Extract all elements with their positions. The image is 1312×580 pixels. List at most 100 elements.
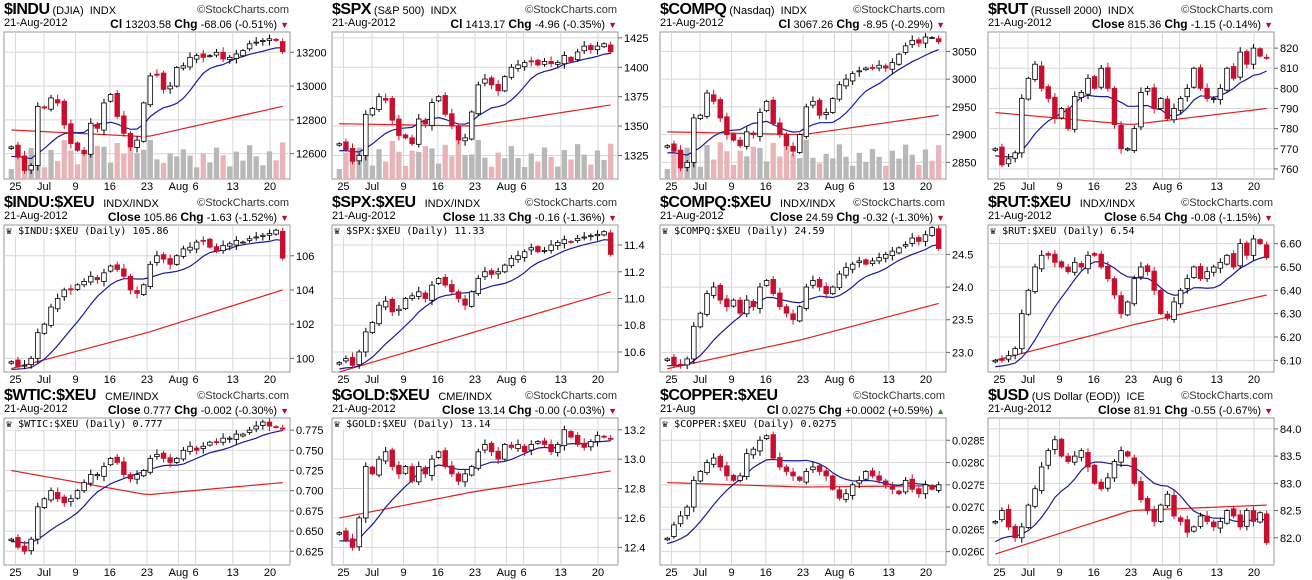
volume-bar	[608, 143, 614, 179]
close-label: Close	[1104, 210, 1137, 224]
volume-bar	[561, 150, 568, 179]
volume-bar	[528, 153, 534, 179]
candle-up	[207, 441, 213, 446]
x-tick-label: 20	[1248, 374, 1260, 386]
candle-down	[1204, 515, 1210, 522]
moving-average-slow-line	[995, 504, 1267, 555]
candlestick-icon: ♛	[662, 419, 669, 430]
y-tick-label: 790	[1280, 104, 1298, 116]
volume-bar	[482, 157, 488, 179]
volume-bar	[174, 156, 180, 179]
candle-down	[488, 270, 495, 275]
candle-up	[992, 148, 999, 151]
y-tick-label: 84.0	[1280, 424, 1301, 436]
candle-down	[677, 363, 684, 366]
chart-panel[interactable]: $INDU (DJIA) INDX ©StockCharts.com 21-Aug-…	[0, 0, 328, 193]
x-tick-label: 16	[432, 374, 444, 386]
candle-down	[94, 277, 101, 281]
watermark: ©StockCharts.com	[1181, 197, 1273, 209]
candle-up	[382, 300, 389, 308]
moving-average-slow-line	[995, 107, 1267, 125]
candle-up	[233, 433, 240, 440]
chart-panel[interactable]: $SPX:$XEU INDX/INDX ©StockCharts.com 21-A…	[328, 193, 656, 386]
volume-bar	[147, 139, 153, 179]
candle-up	[253, 41, 259, 44]
volume-bar	[455, 141, 462, 179]
chart-panel[interactable]: $RUT:$XEU INDX/INDX ©StockCharts.com 21-A…	[984, 193, 1312, 386]
candle-down	[74, 142, 81, 151]
candle-up	[588, 235, 594, 238]
candle-up	[502, 76, 508, 92]
candle-up	[863, 471, 869, 480]
chart-panel[interactable]: $GOLD:$XEU CME/INDX ©StockCharts.com 21-A…	[328, 386, 656, 579]
x-tick-label: 23	[797, 181, 809, 193]
candle-down	[495, 450, 501, 460]
candle-down	[1237, 514, 1243, 528]
change-label: Chg	[508, 17, 532, 31]
candle-up	[594, 233, 601, 237]
candle-up	[1019, 526, 1025, 539]
watermark: ©StockCharts.com	[853, 4, 945, 16]
x-tick-label: Jul	[365, 181, 379, 193]
moving-average-slow-line	[11, 289, 283, 370]
candle-up	[935, 484, 942, 491]
chart-title: $GOLD:$XEU CME/INDX ©StockCharts.com	[332, 387, 617, 404]
candle-down	[883, 480, 889, 486]
candle-down	[607, 232, 614, 255]
chart-panel[interactable]: $COMPQ:$XEU INDX/INDX ©StockCharts.com 21…	[656, 193, 984, 386]
chart-title: $SPX (S&P 500) INDX ©StockCharts.com	[332, 1, 617, 18]
candle-down	[1230, 253, 1237, 268]
x-tick-label: 13	[227, 181, 239, 193]
ticker: $COPPER:$XEU	[660, 387, 778, 404]
candle-down	[1052, 253, 1058, 263]
change-value: -0.16 (-1.36%)	[534, 212, 606, 224]
volume-bar	[849, 165, 856, 179]
candle-up	[233, 53, 240, 59]
y-tick-label: 82.0	[1280, 533, 1301, 545]
volume-bar	[823, 153, 829, 179]
volume-bar	[594, 150, 601, 179]
chart-panel[interactable]: $USD (US Dollar (EOD)) ICE ©StockCharts.co…	[984, 386, 1312, 579]
chart-panel[interactable]: $RUT (Russell 2000) INDX ©StockCharts.com …	[984, 0, 1312, 193]
volume-bar	[107, 162, 114, 179]
candle-up	[468, 466, 475, 476]
y-tick-label: 0.0285	[952, 435, 984, 447]
y-tick-label: 3000	[952, 74, 976, 86]
chart-panel[interactable]: $COPPER:$XEU ©StockCharts.com 21-Aug Cl 0…	[656, 386, 984, 579]
candle-up	[869, 260, 876, 265]
y-tick-label: 100	[296, 353, 314, 365]
chart-panel[interactable]: $SPX (S&P 500) INDX ©StockCharts.com 21-Au…	[328, 0, 656, 193]
candle-down	[114, 456, 120, 463]
x-tick-label: 20	[264, 181, 276, 193]
candle-up	[796, 134, 803, 153]
candle-down	[81, 149, 87, 155]
quote-line: 21-Aug-2012 Close 11.33 Chg -0.16 (-1.36%…	[332, 210, 617, 224]
volume-bar	[574, 144, 581, 179]
candle-down	[548, 61, 554, 65]
candle-down	[816, 465, 823, 472]
candle-up	[227, 243, 233, 247]
volume-bar	[336, 169, 342, 179]
candle-up	[482, 271, 488, 278]
candle-up	[744, 453, 750, 477]
volume-bar	[548, 157, 554, 179]
candle-up	[1244, 510, 1250, 527]
candle-up	[691, 117, 697, 163]
exchange: CME/INDX	[104, 391, 159, 403]
candle-up	[796, 306, 803, 322]
y-tick-label: 83.0	[1280, 478, 1301, 490]
y-tick-label: 6.30	[1280, 309, 1301, 321]
chart-panel[interactable]: $INDU:$XEU INDX/INDX ©StockCharts.com 21-…	[0, 193, 328, 386]
x-tick-label: 6	[521, 374, 527, 386]
moving-average-fast-line	[667, 244, 939, 367]
candle-up	[909, 237, 915, 244]
volume-bar	[916, 164, 922, 179]
chart-panel[interactable]: $WTIC:$XEU CME/INDX ©StockCharts.com 21-A…	[0, 386, 328, 579]
candle-up	[502, 444, 508, 460]
volume-bar	[495, 152, 501, 179]
candle-down	[1091, 76, 1098, 89]
candle-up	[737, 475, 743, 481]
candle-up	[101, 102, 107, 131]
chart-panel[interactable]: $COMPQ (Nasdaq) INDX ©StockCharts.com 21-A…	[656, 0, 984, 193]
